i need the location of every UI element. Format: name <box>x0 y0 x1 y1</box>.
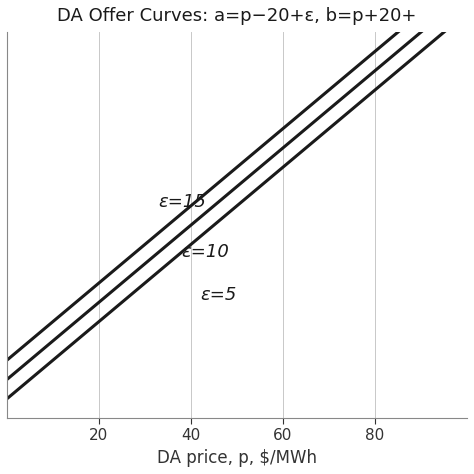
Text: ε=5: ε=5 <box>200 285 237 303</box>
Text: ε=15: ε=15 <box>159 193 207 211</box>
Title: DA Offer Curves: a=p−20+ε, b=p+20+: DA Offer Curves: a=p−20+ε, b=p+20+ <box>57 7 417 25</box>
Text: ε=10: ε=10 <box>182 243 230 261</box>
X-axis label: DA price, p, $/MWh: DA price, p, $/MWh <box>157 449 317 467</box>
